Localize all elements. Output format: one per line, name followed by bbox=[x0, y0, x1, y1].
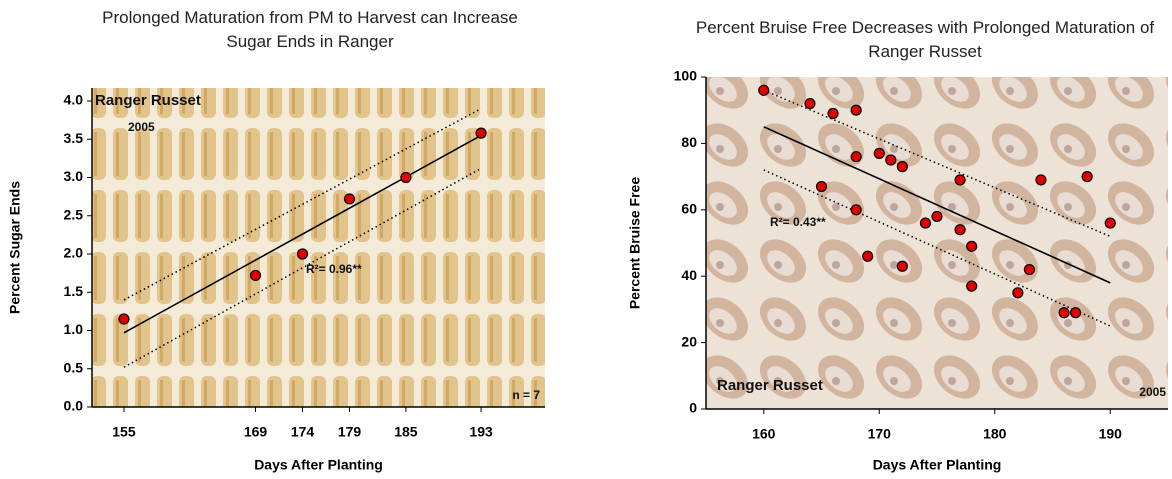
annotation: 2005 bbox=[128, 120, 155, 134]
annotation: n = 7 bbox=[512, 388, 540, 402]
x-tick-label: 179 bbox=[338, 424, 362, 440]
data-point bbox=[897, 261, 907, 271]
data-point bbox=[759, 85, 769, 95]
data-point bbox=[874, 148, 884, 158]
y-tick-label: 1.5 bbox=[64, 283, 84, 299]
data-point bbox=[863, 251, 873, 261]
x-axis-label: Days After Planting bbox=[254, 457, 383, 473]
x-tick-label: 169 bbox=[244, 424, 268, 440]
data-point bbox=[805, 99, 815, 109]
data-point bbox=[476, 128, 486, 138]
data-point bbox=[851, 105, 861, 115]
data-point bbox=[955, 225, 965, 235]
y-tick-label: 4.0 bbox=[64, 92, 84, 108]
y-axis-label: Percent Bruise Free bbox=[627, 177, 643, 309]
chart-title: Prolonged Maturation from PM to Harvest … bbox=[100, 6, 520, 54]
x-tick-label: 174 bbox=[291, 424, 315, 440]
annotation: R²= 0.96** bbox=[306, 262, 362, 276]
x-tick-label: 180 bbox=[983, 426, 1007, 442]
y-tick-label: 0 bbox=[689, 400, 697, 416]
data-point bbox=[298, 249, 308, 259]
data-point bbox=[1082, 172, 1092, 182]
data-point bbox=[345, 194, 355, 204]
y-axis-label: Percent Sugar Ends bbox=[7, 181, 23, 314]
data-point bbox=[251, 270, 261, 280]
data-point bbox=[967, 241, 977, 251]
x-tick-label: 170 bbox=[868, 426, 892, 442]
data-point bbox=[1013, 288, 1023, 298]
y-tick-label: 2.0 bbox=[64, 245, 84, 261]
y-tick-label: 2.5 bbox=[64, 206, 84, 222]
data-point bbox=[967, 281, 977, 291]
annotation: R²= 0.43** bbox=[770, 215, 826, 229]
data-point bbox=[817, 182, 827, 192]
x-tick-label: 155 bbox=[112, 424, 136, 440]
data-point bbox=[828, 109, 838, 119]
annotation: 2005 bbox=[1139, 385, 1166, 399]
annotation: Ranger Russet bbox=[717, 377, 823, 394]
y-tick-label: 60 bbox=[681, 201, 697, 217]
y-tick-label: 1.0 bbox=[64, 321, 84, 337]
y-tick-label: 80 bbox=[681, 134, 697, 150]
x-tick-label: 193 bbox=[469, 424, 493, 440]
data-point bbox=[1059, 308, 1069, 318]
page: 0.0 0.5 1.0 1.5 2.0 2.5 3.0 3.5 4.0 155 169 174 179 1… bbox=[0, 0, 1172, 479]
x-axis-label: Days After Planting bbox=[873, 457, 1002, 473]
data-point bbox=[920, 218, 930, 228]
data-point bbox=[897, 162, 907, 172]
data-point bbox=[886, 155, 896, 165]
data-point bbox=[1036, 175, 1046, 185]
data-point bbox=[1024, 265, 1034, 275]
plot-background bbox=[706, 77, 1168, 409]
data-point bbox=[1105, 218, 1115, 228]
data-point bbox=[119, 314, 129, 324]
chart-title: Percent Bruise Free Decreases with Prolo… bbox=[690, 16, 1160, 64]
annotation: Ranger Russet bbox=[95, 92, 201, 109]
data-point bbox=[401, 173, 411, 183]
x-tick-label: 185 bbox=[394, 424, 418, 440]
data-point bbox=[955, 175, 965, 185]
x-tick-label: 160 bbox=[752, 426, 776, 442]
y-tick-label: 40 bbox=[681, 267, 697, 283]
y-tick-label: 0.0 bbox=[64, 398, 84, 414]
x-tick-label: 190 bbox=[1099, 426, 1123, 442]
data-point bbox=[851, 205, 861, 215]
y-tick-label: 3.0 bbox=[64, 168, 84, 184]
y-tick-label: 100 bbox=[674, 68, 698, 84]
y-tick-label: 20 bbox=[681, 333, 697, 349]
charts: 0.0 0.5 1.0 1.5 2.0 2.5 3.0 3.5 4.0 155 169 174 179 1… bbox=[0, 0, 1172, 479]
y-tick-label: 3.5 bbox=[64, 130, 84, 146]
data-point bbox=[932, 211, 942, 221]
data-point bbox=[1071, 308, 1081, 318]
y-tick-label: 0.5 bbox=[64, 359, 84, 375]
data-point bbox=[851, 152, 861, 162]
